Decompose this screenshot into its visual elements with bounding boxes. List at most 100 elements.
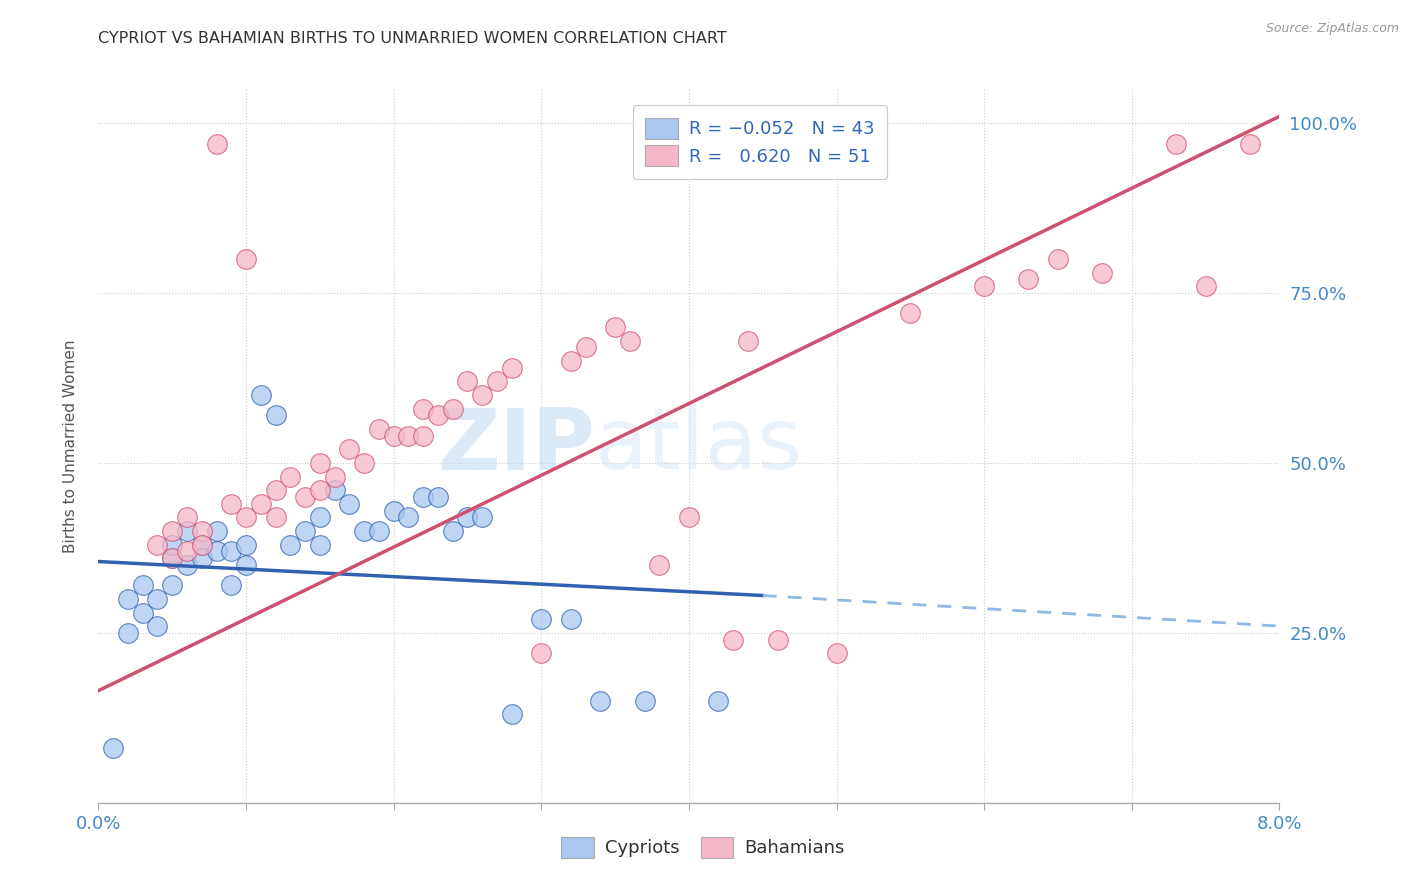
Point bbox=[441, 524, 464, 538]
Point bbox=[146, 591, 169, 606]
Point bbox=[737, 334, 759, 348]
Point bbox=[162, 551, 183, 566]
Point bbox=[530, 646, 553, 660]
Point bbox=[1017, 272, 1039, 286]
Point bbox=[485, 375, 508, 389]
Point bbox=[117, 626, 139, 640]
Point bbox=[337, 497, 360, 511]
Point bbox=[530, 612, 553, 626]
Point bbox=[308, 456, 332, 470]
Point bbox=[721, 632, 744, 647]
Point bbox=[235, 537, 257, 551]
Point bbox=[353, 456, 375, 470]
Text: Source: ZipAtlas.com: Source: ZipAtlas.com bbox=[1265, 22, 1399, 36]
Point bbox=[162, 524, 183, 538]
Point bbox=[294, 490, 316, 504]
Legend: Cypriots, Bahamians: Cypriots, Bahamians bbox=[554, 830, 852, 865]
Text: CYPRIOT VS BAHAMIAN BIRTHS TO UNMARRIED WOMEN CORRELATION CHART: CYPRIOT VS BAHAMIAN BIRTHS TO UNMARRIED … bbox=[98, 31, 727, 46]
Point bbox=[191, 537, 214, 551]
Point bbox=[560, 612, 582, 626]
Point bbox=[825, 646, 848, 660]
Point bbox=[235, 510, 257, 524]
Point bbox=[176, 544, 198, 558]
Point bbox=[132, 578, 155, 592]
Point bbox=[264, 483, 287, 498]
Point bbox=[456, 510, 478, 524]
Point bbox=[900, 306, 922, 320]
Point bbox=[205, 136, 228, 151]
Point bbox=[412, 490, 434, 504]
Point bbox=[619, 334, 641, 348]
Point bbox=[1164, 136, 1187, 151]
Text: atlas: atlas bbox=[595, 404, 803, 488]
Point bbox=[162, 551, 183, 566]
Point bbox=[117, 591, 139, 606]
Point bbox=[1046, 252, 1069, 266]
Point bbox=[1091, 266, 1114, 280]
Point bbox=[205, 524, 228, 538]
Point bbox=[219, 544, 242, 558]
Point bbox=[456, 375, 478, 389]
Point bbox=[235, 252, 257, 266]
Point bbox=[132, 606, 155, 620]
Point bbox=[353, 524, 375, 538]
Point bbox=[633, 694, 655, 708]
Point bbox=[308, 537, 332, 551]
Point bbox=[191, 537, 214, 551]
Point bbox=[589, 694, 612, 708]
Point bbox=[191, 524, 214, 538]
Point bbox=[162, 537, 183, 551]
Point bbox=[250, 388, 273, 402]
Point bbox=[382, 429, 405, 443]
Point bbox=[337, 442, 360, 457]
Point bbox=[205, 544, 228, 558]
Point bbox=[426, 490, 449, 504]
Y-axis label: Births to Unmarried Women: Births to Unmarried Women bbox=[63, 339, 77, 553]
Point bbox=[264, 510, 287, 524]
Point bbox=[707, 694, 730, 708]
Point bbox=[278, 537, 302, 551]
Point bbox=[412, 429, 434, 443]
Point bbox=[250, 497, 273, 511]
Point bbox=[678, 510, 700, 524]
Point bbox=[574, 341, 596, 355]
Point bbox=[191, 551, 214, 566]
Text: ZIP: ZIP bbox=[437, 404, 595, 488]
Point bbox=[1239, 136, 1261, 151]
Point bbox=[605, 320, 627, 334]
Point bbox=[176, 510, 198, 524]
Legend: R = −0.052   N = 43, R =   0.620   N = 51: R = −0.052 N = 43, R = 0.620 N = 51 bbox=[633, 105, 887, 178]
Point bbox=[278, 469, 302, 483]
Point bbox=[146, 619, 169, 633]
Point bbox=[219, 497, 242, 511]
Point bbox=[146, 537, 169, 551]
Point bbox=[412, 401, 434, 416]
Point bbox=[367, 422, 389, 436]
Point bbox=[1194, 279, 1216, 293]
Point bbox=[501, 360, 523, 375]
Point bbox=[294, 524, 316, 538]
Point bbox=[471, 388, 494, 402]
Point bbox=[973, 279, 995, 293]
Point bbox=[367, 524, 389, 538]
Point bbox=[176, 558, 198, 572]
Point bbox=[323, 469, 346, 483]
Point bbox=[426, 409, 449, 423]
Point bbox=[308, 483, 332, 498]
Point bbox=[560, 354, 582, 368]
Point bbox=[176, 524, 198, 538]
Point bbox=[471, 510, 494, 524]
Point bbox=[103, 741, 125, 756]
Point bbox=[382, 503, 405, 517]
Point bbox=[441, 401, 464, 416]
Point bbox=[264, 409, 287, 423]
Point bbox=[648, 558, 671, 572]
Point bbox=[501, 707, 523, 722]
Point bbox=[162, 578, 183, 592]
Point bbox=[323, 483, 346, 498]
Point bbox=[396, 429, 419, 443]
Point bbox=[396, 510, 419, 524]
Point bbox=[308, 510, 332, 524]
Point bbox=[766, 632, 789, 647]
Point bbox=[219, 578, 242, 592]
